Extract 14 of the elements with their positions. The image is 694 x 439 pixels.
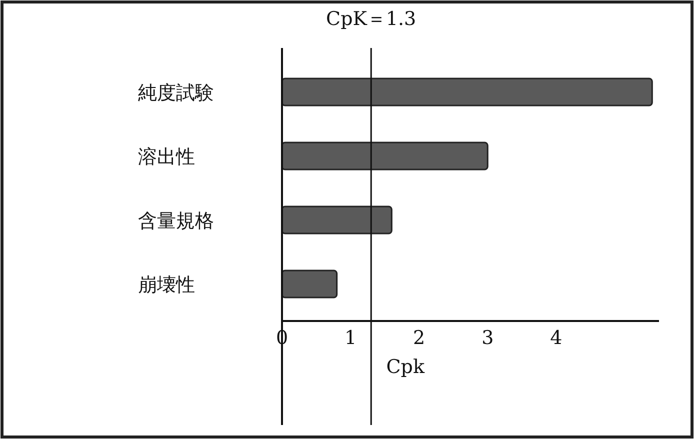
ref-line-label: CpK＝1.3 — [326, 8, 416, 30]
bar — [281, 270, 338, 298]
x-tick-label: 1 — [344, 327, 357, 349]
x-tick-label: 4 — [550, 327, 562, 349]
bar — [281, 78, 653, 106]
y-tick-label: 含量規格 — [138, 210, 214, 232]
x-tick-label: 2 — [413, 327, 426, 349]
x-tick-label: 3 — [482, 327, 494, 349]
bar — [281, 142, 488, 170]
y-tick-label: 純度試験 — [138, 82, 214, 104]
x-axis-title: Cpk — [386, 356, 425, 378]
y-tick-label: 溶出性 — [138, 146, 195, 168]
bar — [281, 206, 392, 234]
y-tick-label: 崩壊性 — [138, 274, 195, 296]
